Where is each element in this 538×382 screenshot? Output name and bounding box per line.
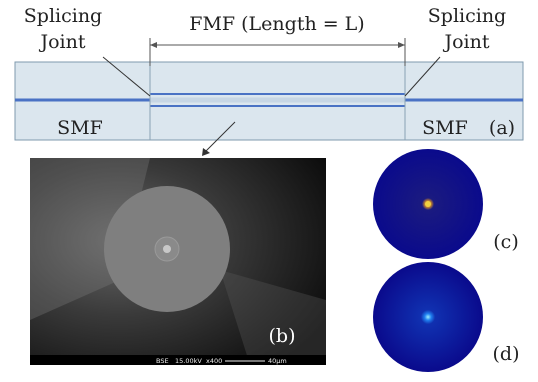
sem-scale: 40µm [268, 357, 287, 365]
mode-disk-d [373, 262, 483, 372]
sem-detector: BSE [156, 357, 169, 365]
arrow-left-icon [150, 42, 157, 48]
splice-label-left-2: Joint [38, 31, 85, 53]
mode-center-c [425, 201, 431, 207]
smf-label-right: SMF [422, 117, 468, 139]
splice-label-left-1: Splicing [24, 5, 102, 27]
mode-image-c [373, 149, 483, 259]
splice-label-right-1: Splicing [428, 5, 506, 27]
panel-label-a: (a) [489, 117, 515, 139]
sem-magnification: x400 [206, 357, 222, 365]
sem-image: BSE 15.00kV x400 40µm (b) [30, 158, 326, 365]
panel-label-d: (d) [493, 343, 520, 365]
smf-label-left: SMF [57, 117, 103, 139]
mode-image-d [373, 262, 483, 372]
core-center [163, 245, 171, 253]
panel-label-b: (b) [269, 325, 296, 347]
fmf-label: FMF (Length = L) [189, 13, 364, 35]
sem-voltage: 15.00kV [175, 357, 202, 365]
arrow-right-icon [398, 42, 405, 48]
panel-label-c: (c) [493, 231, 518, 253]
pointer-arrow-icon [202, 148, 210, 156]
splice-label-right-2: Joint [442, 31, 489, 53]
